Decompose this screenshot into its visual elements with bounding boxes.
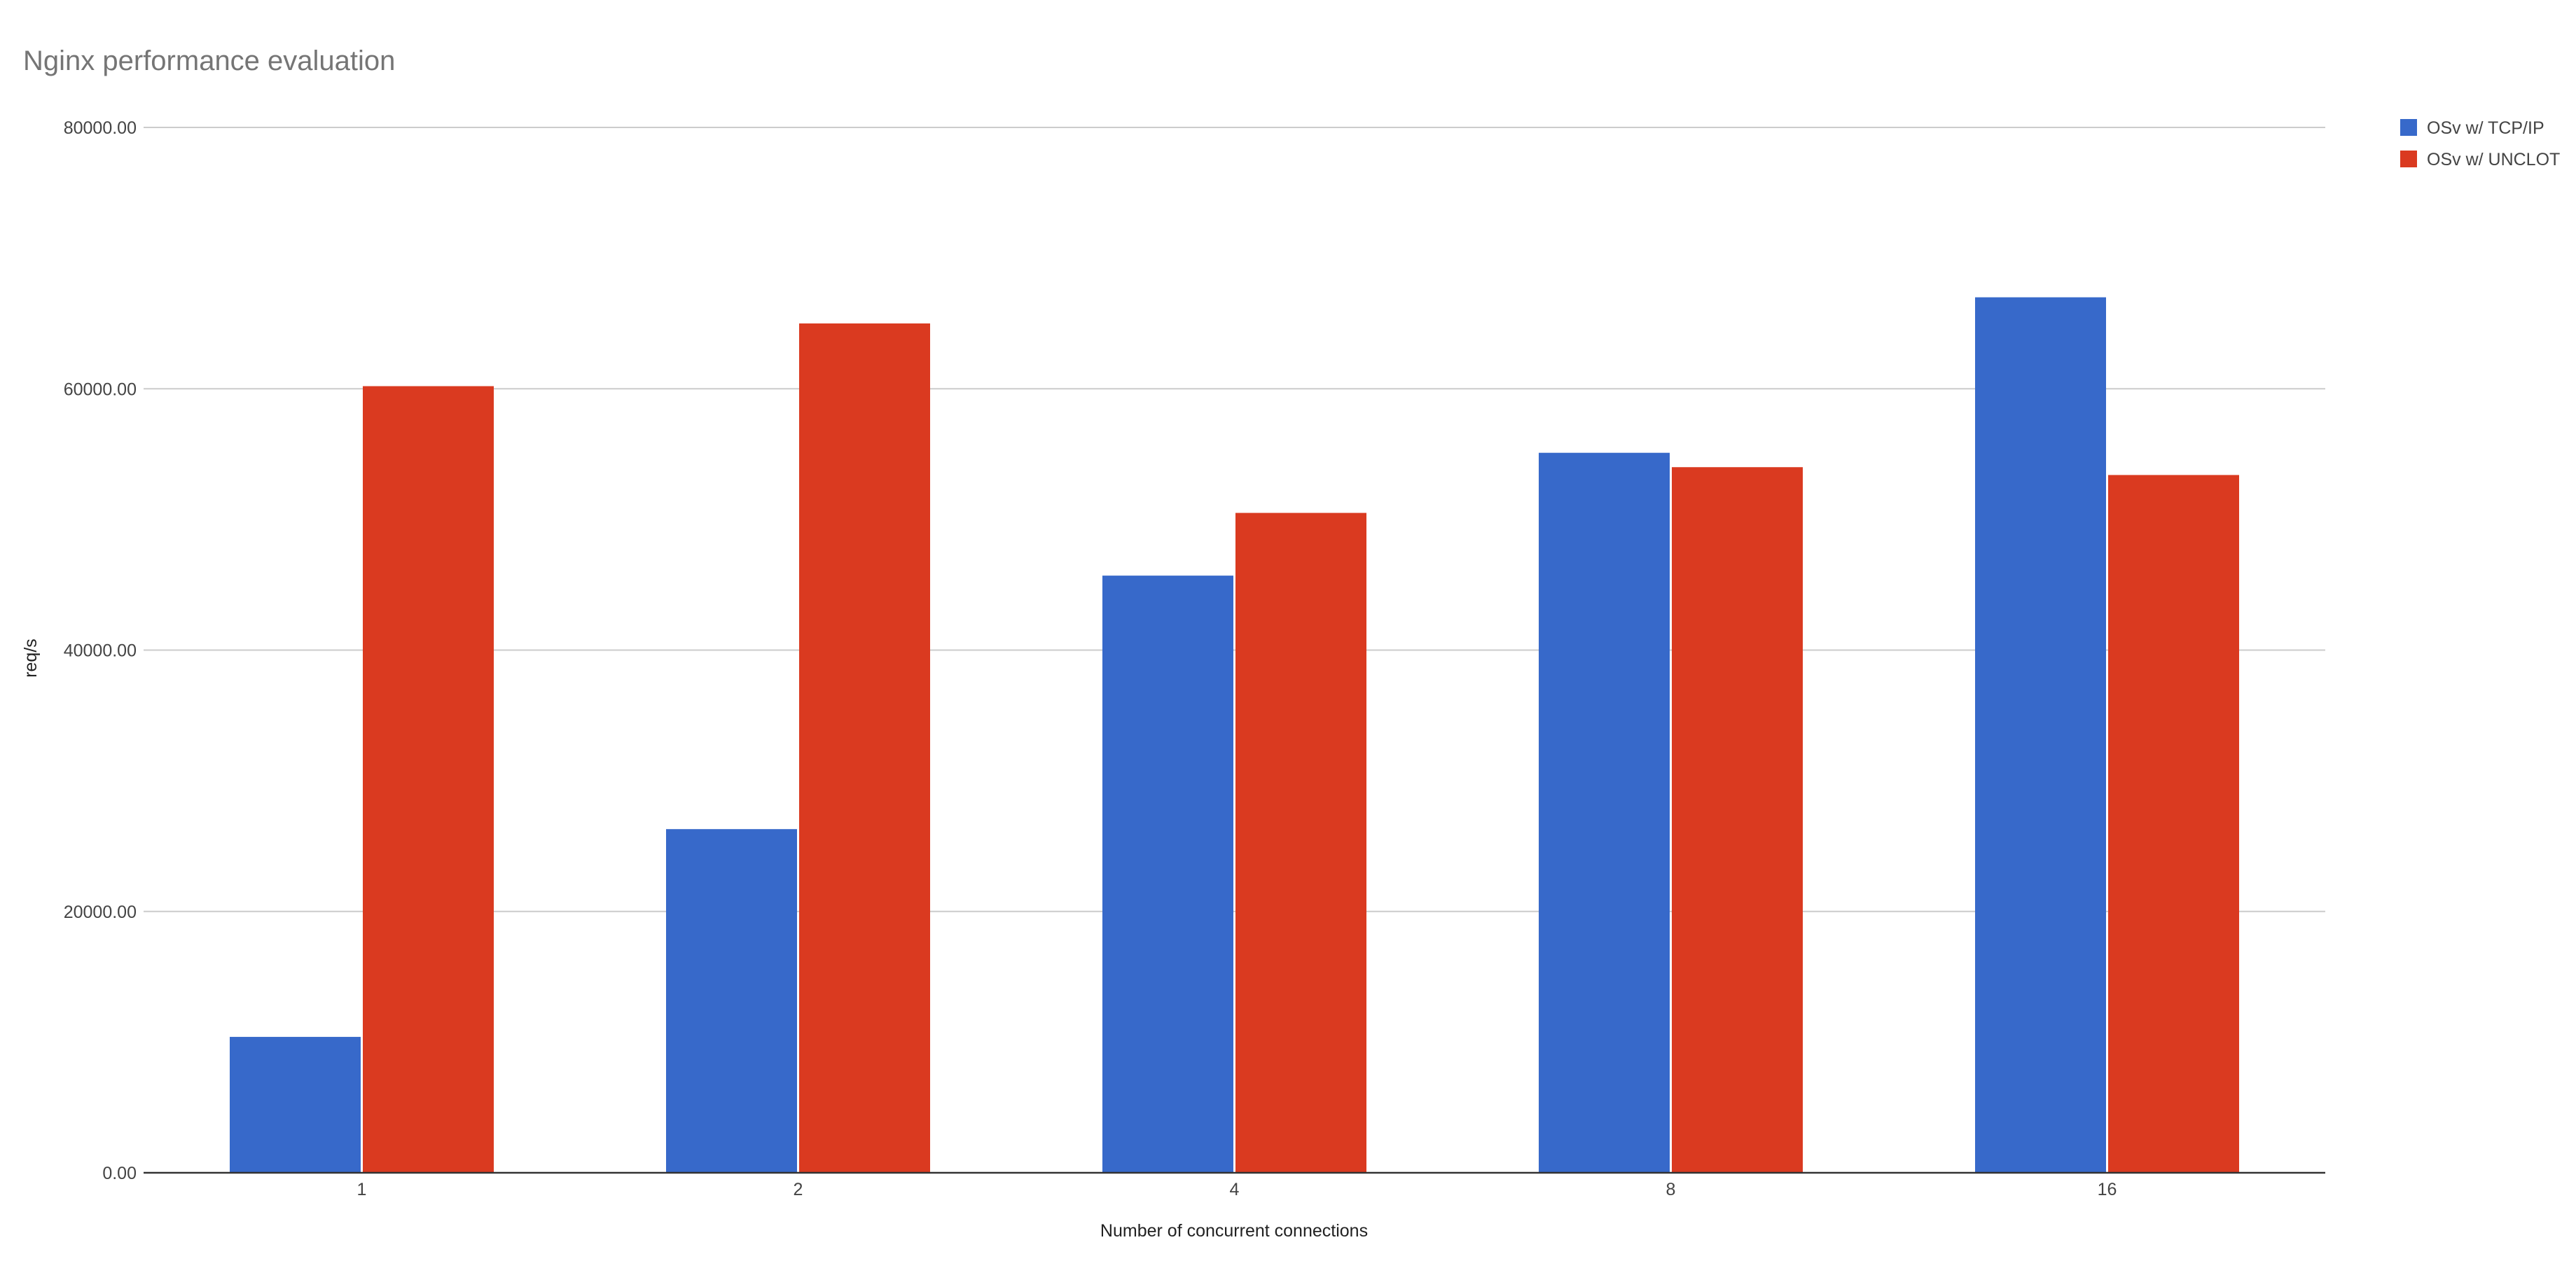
x-tick-label: 4: [1230, 1180, 1240, 1199]
y-tick-label: 20000.00: [64, 903, 137, 922]
bar-unclot-1: [363, 386, 494, 1173]
bar-unclot-8: [1672, 467, 1803, 1173]
y-axis-ticks: 0.00 20000.00 40000.00 60000.00 80000.00: [64, 118, 137, 1183]
x-tick-label: 16: [2098, 1180, 2117, 1199]
y-tick-label: 40000.00: [64, 641, 137, 661]
x-tick-label: 2: [794, 1180, 803, 1199]
y-axis-label: req/s: [21, 639, 41, 678]
legend-swatch: [2400, 151, 2417, 167]
bar-tcpip-2: [666, 829, 797, 1173]
x-axis-label: Number of concurrent connections: [1100, 1221, 1368, 1241]
bar-unclot-4: [1235, 513, 1366, 1173]
bar-unclot-16: [2108, 475, 2239, 1173]
x-tick-label: 8: [1666, 1180, 1676, 1199]
bar-tcpip-8: [1539, 452, 1670, 1173]
bar-tcpip-4: [1102, 576, 1233, 1173]
x-tick-label: 1: [357, 1180, 367, 1199]
legend: OSv w/ TCP/IP OSv w/ UNCLOT: [2400, 118, 2560, 169]
y-tick-label: 80000.00: [64, 118, 137, 138]
bar-tcpip-1: [230, 1036, 361, 1173]
bar-unclot-2: [799, 323, 930, 1173]
y-tick-label: 60000.00: [64, 379, 137, 399]
legend-label: OSv w/ TCP/IP: [2427, 118, 2544, 138]
bar-tcpip-16: [1975, 297, 2106, 1173]
chart-title: Nginx performance evaluation: [23, 46, 395, 76]
y-tick-label: 0.00: [102, 1164, 137, 1183]
bars: [230, 297, 2239, 1173]
x-axis-ticks: 1 2 4 8 16: [357, 1180, 2117, 1199]
gridlines: [144, 127, 2325, 912]
legend-swatch: [2400, 119, 2417, 136]
legend-label: OSv w/ UNCLOT: [2427, 150, 2560, 169]
